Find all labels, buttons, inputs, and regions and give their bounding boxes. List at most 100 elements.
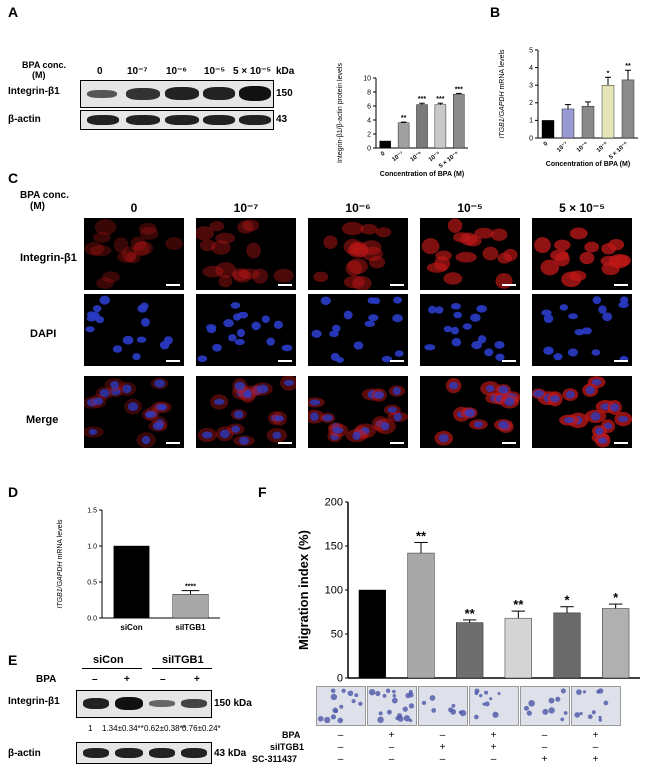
D-bar-xtick-label-0: siCon: [120, 623, 142, 632]
F-bar-ytick-label-1: 50: [331, 629, 343, 641]
f-sign-r1-c5: –: [592, 742, 599, 753]
micrograph-r1-c0: [84, 294, 184, 366]
F-bar-errorbar-3: [511, 610, 526, 619]
B-bar-ylabel: ITGB1/GAPDH mRNA levels: [499, 49, 506, 139]
B-bar-bar-4: [621, 79, 635, 139]
scale-bar: [166, 360, 180, 362]
migration-image-1: [367, 686, 417, 726]
B-bar-bar-2: [581, 106, 595, 139]
A-bar-ytick-label-3: 6: [367, 103, 371, 110]
e-sign-3: +: [194, 674, 200, 685]
f-row-label-0: BPA: [282, 730, 301, 740]
D-bar-bar-1: [172, 594, 209, 619]
A-bar-bar-3: [434, 104, 447, 149]
micrograph-r1-c2: [308, 294, 408, 366]
scale-bar: [502, 284, 516, 286]
a-conc-2: 10⁻⁶: [166, 66, 188, 77]
chart-a: 0 2 4 6 8 10 Integrin-β1/β-actin protein level…: [337, 63, 468, 178]
panel-label-b: B: [490, 4, 501, 20]
scale-bar: [390, 442, 404, 444]
D-bar-ytick-label-0: 0.0: [87, 615, 97, 622]
A-bar-errorbar-1: [400, 121, 407, 123]
panel-label-d: D: [8, 484, 19, 500]
F-bar-errorbar-4: [560, 606, 574, 613]
migration-image-5: [571, 686, 621, 726]
micrograph-r2-c2: [308, 376, 408, 448]
panel-label-a: A: [8, 4, 19, 20]
f-sign-r2-c3: –: [490, 754, 497, 765]
c-col-3: 10⁻⁵: [457, 201, 483, 215]
B-bar-bar-1: [561, 108, 575, 139]
B-bar-errorbar-3: [605, 76, 611, 86]
e-kda-150: 150 kDa: [214, 698, 252, 709]
A-bar-sig-3: ***: [436, 96, 444, 103]
e-sign-2: –: [160, 674, 166, 685]
A-bar-sig-1: **: [401, 115, 407, 122]
A-bar-xtick-label-4: 5 × 10⁻⁵: [438, 151, 460, 170]
panel-label-c: C: [8, 170, 19, 186]
c-row-merge: Merge: [26, 414, 59, 426]
chart-d: 0.0 0.5 1.0 1.5 ITGB1/GAPDH mRNA levels siCon…: [57, 507, 220, 632]
micrograph-r0-c4: [532, 218, 632, 290]
scale-bar: [166, 442, 180, 444]
D-bar-xtick-label-1: siITGB1: [175, 623, 206, 632]
F-bar-sig-3: **: [513, 597, 524, 612]
F-bar-ylabel: Migration index (%): [296, 530, 311, 650]
B-bar-bar-0: [541, 120, 555, 139]
f-sign-r2-c0: –: [337, 754, 344, 765]
B-bar-sig-3: *: [607, 70, 610, 77]
e-quant-2: 0.62±0.38**: [144, 724, 186, 733]
e-bpa-label: BPA: [36, 674, 57, 685]
f-sign-r0-c4: –: [541, 730, 548, 741]
A-bar-ytick-label-1: 2: [367, 131, 371, 138]
B-bar-bar-3: [601, 84, 615, 139]
f-row-label-2: SC-311437: [252, 754, 298, 764]
A-bar-ylabel: Integrin-β1/β-actin protein levels: [337, 63, 344, 163]
A-bar-ytick-label-0: 0: [367, 145, 371, 152]
F-bar-ytick-label-0: 0: [337, 673, 343, 685]
D-bar-bar-0: [113, 545, 150, 619]
f-sign-r0-c2: –: [439, 730, 446, 741]
A-bar-bar-4: [453, 93, 465, 149]
B-bar-sig-4: **: [625, 63, 631, 70]
f-sign-r2-c1: –: [388, 754, 395, 765]
e-quant-3: 0.76±0.24*: [182, 724, 221, 733]
e-quant-1: 1.34±0.34**: [102, 724, 144, 733]
c-row-integrin: Integrin-β1: [20, 252, 77, 264]
F-bar-sig-2: **: [465, 606, 476, 621]
A-bar-errorbar-3: [437, 102, 444, 105]
micrograph-r1-c1: [196, 294, 296, 366]
A-bar-bar-0: [379, 140, 391, 149]
a-conc-3: 10⁻⁵: [204, 66, 226, 77]
B-bar-xlabel: Concentration of BPA (M): [546, 161, 630, 168]
A-bar-xtick-label-3: 10⁻⁵: [428, 151, 442, 164]
migration-image-2: [418, 686, 468, 726]
migration-image-4: [520, 686, 570, 726]
e-sign-1: +: [124, 674, 130, 685]
scale-bar: [502, 360, 516, 362]
D-bar-ylabel: ITGB1/GAPDH mRNA levels: [57, 519, 64, 609]
micrograph-r0-c2: [308, 218, 408, 290]
a-blot-integrin: [80, 80, 274, 108]
D-bar-errorbar-1: [181, 590, 200, 595]
micrograph-r2-c3: [420, 376, 520, 448]
micrograph-r2-c1: [196, 376, 296, 448]
scale-bar: [166, 284, 180, 286]
e-blot-integrin: [76, 690, 212, 718]
c-col-1: 10⁻⁷: [233, 201, 259, 215]
B-bar-ytick-label-1: 1: [529, 118, 533, 125]
B-bar-xtick-label-0: 0: [543, 141, 550, 148]
a-conc-1: 10⁻⁷: [127, 66, 148, 77]
c-col-0: 0: [130, 201, 138, 215]
D-bar-ytick-label-1: 0.5: [87, 579, 97, 586]
B-bar-errorbar-4: [625, 69, 631, 80]
a-conc-4: 5 × 10⁻⁵: [233, 66, 272, 77]
micrograph-r1-c4: [532, 294, 632, 366]
e-group-sicon: siCon: [93, 654, 124, 666]
a-kda-label: kDa: [276, 66, 295, 77]
e-quant-0: 1: [88, 724, 93, 733]
c-col-2: 10⁻⁶: [345, 201, 371, 215]
A-bar-errorbar-4: [456, 92, 462, 95]
e-row-actin: β-actin: [8, 748, 41, 759]
